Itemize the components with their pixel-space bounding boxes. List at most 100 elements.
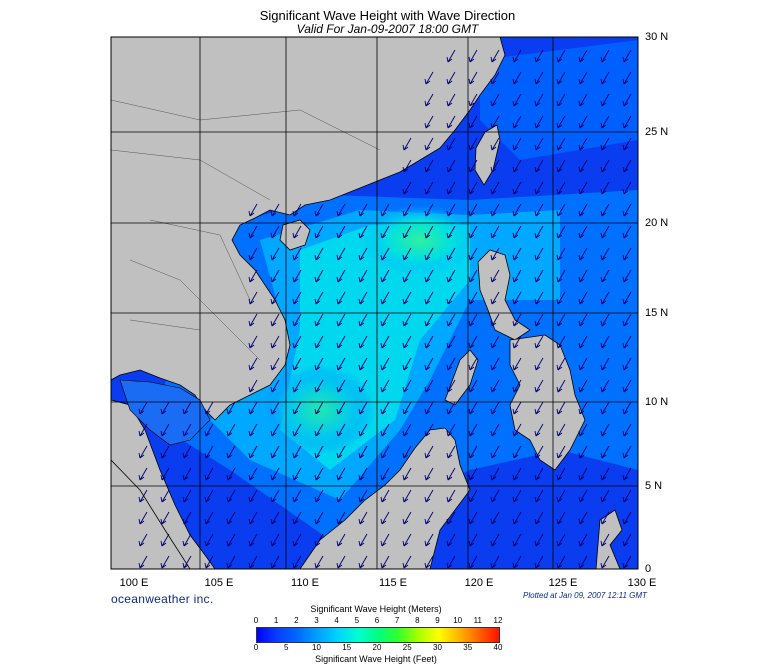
wave-direction-arrow bbox=[160, 445, 170, 459]
wave-direction-arrow bbox=[468, 225, 478, 239]
wave-direction-arrow bbox=[226, 423, 236, 437]
wave-direction-arrow bbox=[600, 71, 610, 85]
wave-direction-arrow bbox=[556, 49, 566, 63]
wave-direction-arrow bbox=[138, 511, 148, 525]
wave-direction-arrow bbox=[314, 489, 324, 503]
wave-direction-arrow bbox=[182, 445, 192, 459]
wave-direction-arrow bbox=[622, 445, 632, 459]
wave-direction-arrow bbox=[160, 401, 170, 415]
wave-direction-arrow bbox=[292, 225, 302, 239]
wave-direction-arrow bbox=[622, 49, 632, 63]
wave-direction-arrow bbox=[358, 445, 368, 459]
land-sulawesi bbox=[595, 509, 623, 569]
wave-direction-arrow bbox=[336, 379, 346, 393]
wave-direction-arrow bbox=[512, 445, 522, 459]
wave-direction-arrow bbox=[534, 533, 544, 547]
wave-direction-arrow bbox=[292, 247, 302, 261]
colorbar-meter-tick: 7 bbox=[394, 616, 400, 625]
wave-direction-arrow bbox=[578, 555, 588, 569]
wave-direction-arrow bbox=[424, 423, 434, 437]
wave-direction-arrow bbox=[424, 379, 434, 393]
wave-direction-arrow bbox=[490, 379, 500, 393]
wave-direction-arrow bbox=[336, 533, 346, 547]
wave-direction-arrow bbox=[182, 423, 192, 437]
wave-direction-arrow bbox=[512, 357, 522, 371]
wave-direction-arrow bbox=[446, 401, 456, 415]
wave-direction-arrow bbox=[512, 203, 522, 217]
wave-direction-arrow bbox=[446, 423, 456, 437]
wave-direction-arrow bbox=[270, 489, 280, 503]
wave-direction-arrow bbox=[292, 379, 302, 393]
wave-direction-arrow bbox=[424, 467, 434, 481]
wave-direction-arrow bbox=[358, 533, 368, 547]
wave-direction-arrow bbox=[446, 203, 456, 217]
wave-direction-arrow bbox=[534, 49, 544, 63]
wave-direction-arrow bbox=[490, 423, 500, 437]
wave-direction-arrow bbox=[402, 467, 412, 481]
wave-direction-arrow bbox=[556, 115, 566, 129]
wave-direction-arrow bbox=[490, 225, 500, 239]
wave-direction-arrow bbox=[490, 467, 500, 481]
wave-direction-arrow bbox=[534, 511, 544, 525]
wave-direction-arrow bbox=[292, 203, 302, 217]
wave-direction-arrow bbox=[336, 313, 346, 327]
wave-direction-arrow bbox=[534, 357, 544, 371]
wave-direction-arrow bbox=[490, 181, 500, 195]
land-sumatra bbox=[111, 459, 191, 569]
lat-label-25n: 25 N bbox=[645, 126, 669, 138]
wave-direction-arrow bbox=[578, 247, 588, 261]
wave-direction-arrow bbox=[424, 225, 434, 239]
wave-direction-arrow bbox=[446, 247, 456, 261]
wave-direction-arrow bbox=[600, 137, 610, 151]
wave-direction-arrow bbox=[578, 467, 588, 481]
wave-direction-arrow bbox=[248, 379, 258, 393]
wave-direction-arrow bbox=[534, 423, 544, 437]
wave-direction-arrow bbox=[468, 71, 478, 85]
wave-direction-arrow bbox=[248, 203, 258, 217]
wave-direction-arrow bbox=[138, 445, 148, 459]
wave-direction-arrow bbox=[160, 533, 170, 547]
wave-direction-arrow bbox=[424, 489, 434, 503]
wave-direction-arrow bbox=[622, 291, 632, 305]
wave-direction-arrow bbox=[248, 423, 258, 437]
wave-direction-arrow bbox=[468, 511, 478, 525]
wave-direction-arrow bbox=[226, 533, 236, 547]
wave-direction-arrow bbox=[556, 137, 566, 151]
colorbar-feet-tick: 15 bbox=[342, 643, 352, 652]
wave-direction-arrow bbox=[578, 313, 588, 327]
lat-label-5n: 5 N bbox=[645, 480, 663, 492]
colorbar-meter-tick: 4 bbox=[334, 616, 339, 625]
wave-direction-arrow bbox=[622, 357, 632, 371]
wave-direction-arrow bbox=[182, 489, 192, 503]
wave-direction-arrow bbox=[270, 225, 280, 239]
wave-direction-arrow bbox=[534, 71, 544, 85]
wave-direction-arrow bbox=[468, 137, 478, 151]
wave-direction-arrow bbox=[204, 445, 214, 459]
lat-label-15n: 15 N bbox=[645, 307, 669, 319]
wave-direction-arrow bbox=[556, 467, 566, 481]
wave-direction-arrow bbox=[468, 291, 478, 305]
wave-direction-arrow bbox=[622, 423, 632, 437]
wave-direction-arrow bbox=[292, 533, 302, 547]
lon-label-115e: 115 E bbox=[379, 577, 407, 589]
wave-direction-arrow bbox=[358, 247, 368, 261]
wave-direction-arrow bbox=[138, 489, 148, 503]
wave-direction-arrow bbox=[380, 533, 390, 547]
wave-direction-arrow bbox=[270, 401, 280, 415]
wave-direction-arrow bbox=[336, 445, 346, 459]
wave-direction-arrow bbox=[270, 555, 280, 569]
wave-direction-arrow bbox=[204, 533, 214, 547]
wave-direction-arrow bbox=[622, 467, 632, 481]
wave-direction-arrow bbox=[578, 533, 588, 547]
wave-direction-arrow bbox=[578, 423, 588, 437]
land-asia-mainland bbox=[111, 37, 506, 421]
wave-direction-arrow bbox=[424, 533, 434, 547]
wave-direction-arrow bbox=[600, 533, 610, 547]
wave-direction-arrow bbox=[468, 159, 478, 173]
wave-direction-arrow bbox=[402, 137, 412, 151]
lat-label-0: 0 bbox=[645, 563, 652, 575]
wave-direction-arrow bbox=[446, 137, 456, 151]
wave-direction-arrow bbox=[226, 489, 236, 503]
wave-direction-arrow bbox=[600, 291, 610, 305]
